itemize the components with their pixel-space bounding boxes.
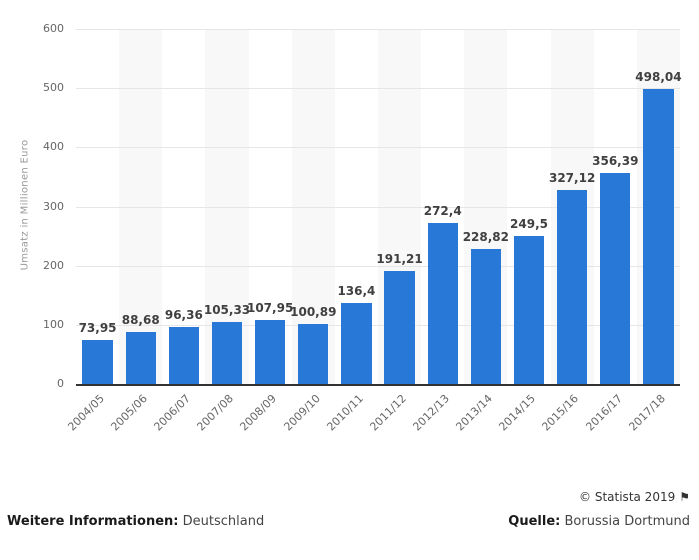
bar-value-label: 191,21 bbox=[376, 251, 423, 266]
bar-value-label: 100,89 bbox=[290, 305, 337, 320]
x-axis-tick-label: 2009/10 bbox=[280, 392, 323, 434]
bar-value-label: 88,68 bbox=[121, 312, 160, 327]
x-axis-tick-label: 2011/12 bbox=[367, 392, 409, 434]
plot-area: 73,95 88,68 96,36 105,33 107,95 100,89 136,4 19… bbox=[76, 29, 682, 384]
flag-icon: ⚑ bbox=[679, 490, 690, 504]
y-axis-tick-label: 200 bbox=[43, 258, 64, 272]
y-axis-tick-label: 500 bbox=[43, 81, 64, 95]
bar-value-label: 249,5 bbox=[510, 217, 548, 232]
x-axis-tick-label: 2007/08 bbox=[194, 392, 237, 434]
revenue-bar[interactable] bbox=[643, 89, 674, 384]
x-axis-tick-label: 2015/16 bbox=[539, 392, 582, 434]
gridline bbox=[76, 265, 680, 267]
x-axis-tick-label: 2017/18 bbox=[626, 392, 668, 434]
footer-info-label: Weitere Informationen: bbox=[7, 514, 179, 529]
revenue-bar[interactable] bbox=[557, 190, 588, 384]
y-axis-tick-label: 100 bbox=[43, 317, 64, 331]
footer-source-value: Borussia Dortmund bbox=[564, 514, 690, 529]
gridline bbox=[76, 88, 680, 90]
copyright-text: © Statista 2019 bbox=[579, 490, 676, 504]
x-axis-tick-label: 2014/15 bbox=[496, 392, 539, 434]
y-axis-tick-label: 600 bbox=[43, 22, 64, 35]
footer-source: Quelle: Borussia Dortmund bbox=[508, 514, 690, 529]
bar-value-label: 228,82 bbox=[462, 229, 509, 244]
x-axis-tick-label: 2012/13 bbox=[410, 392, 452, 434]
revenue-bar[interactable] bbox=[168, 327, 199, 384]
x-axis-line bbox=[76, 384, 680, 386]
bar-value-label: 327,12 bbox=[548, 171, 596, 186]
revenue-bar[interactable] bbox=[470, 248, 501, 384]
gridline bbox=[76, 206, 680, 208]
footer-info: Weitere Informationen: Deutschland bbox=[7, 514, 264, 529]
x-axis-tick-label: 2005/06 bbox=[108, 392, 150, 434]
gridline bbox=[76, 324, 680, 326]
bar-value-label: 498,04 bbox=[635, 70, 682, 85]
bar-value-label: 107,95 bbox=[246, 301, 294, 316]
bar-value-label: 73,95 bbox=[78, 321, 117, 336]
x-axis-tick-label: 2008/09 bbox=[237, 392, 280, 434]
revenue-bar[interactable] bbox=[211, 321, 243, 384]
revenue-bar[interactable] bbox=[513, 236, 545, 384]
revenue-bar[interactable] bbox=[298, 324, 329, 384]
copyright-row: © Statista 2019 ⚑ bbox=[579, 490, 690, 504]
revenue-bar[interactable] bbox=[82, 340, 113, 384]
y-axis-tick-label: 400 bbox=[43, 140, 64, 154]
revenue-bar[interactable] bbox=[125, 331, 156, 384]
footer-info-value: Deutschland bbox=[182, 514, 265, 529]
gridline bbox=[76, 29, 680, 30]
revenue-bar[interactable] bbox=[600, 173, 631, 384]
revenue-bar[interactable] bbox=[427, 222, 458, 384]
bar-value-label: 136,4 bbox=[337, 284, 376, 299]
x-axis-tick-label: 2004/05 bbox=[65, 392, 107, 434]
revenue-bar[interactable] bbox=[384, 270, 415, 384]
x-axis-tick-label: 2006/07 bbox=[151, 392, 194, 434]
y-axis-tick-label: 0 bbox=[57, 377, 64, 390]
bar-value-label: 356,39 bbox=[592, 154, 639, 169]
footer-source-label: Quelle: bbox=[508, 514, 561, 529]
x-axis-tick-label: 2010/11 bbox=[324, 392, 366, 434]
gridline bbox=[76, 147, 680, 149]
bar-value-label: 96,36 bbox=[164, 307, 203, 322]
x-axis-tick-label: 2016/17 bbox=[582, 392, 625, 434]
bar-value-label: 272,4 bbox=[423, 203, 462, 218]
bar-value-label: 105,33 bbox=[203, 302, 251, 317]
revenue-bar[interactable] bbox=[341, 303, 372, 384]
y-axis-tick-label: 300 bbox=[43, 199, 64, 213]
revenue-bar[interactable] bbox=[255, 320, 286, 384]
x-axis-tick-label: 2013/14 bbox=[453, 392, 496, 434]
